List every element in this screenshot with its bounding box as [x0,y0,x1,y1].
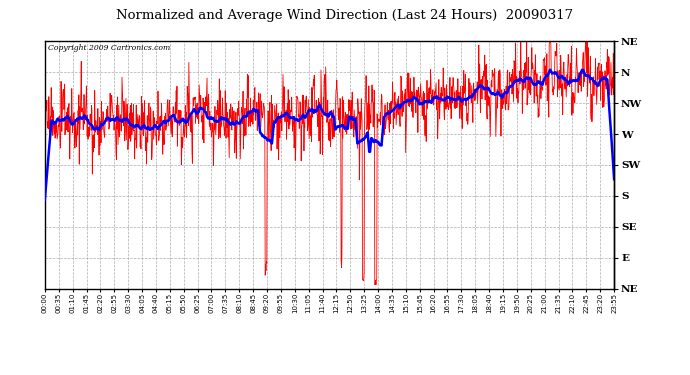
Text: Normalized and Average Wind Direction (Last 24 Hours)  20090317: Normalized and Average Wind Direction (L… [117,9,573,22]
Text: Copyright 2009 Cartronics.com: Copyright 2009 Cartronics.com [48,44,170,52]
